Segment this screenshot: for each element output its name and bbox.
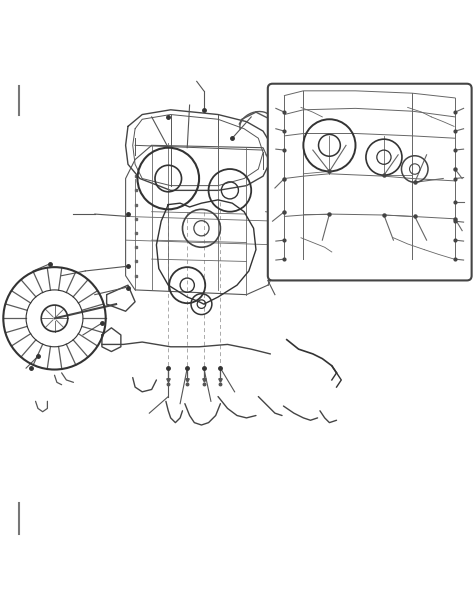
FancyBboxPatch shape (268, 84, 472, 280)
